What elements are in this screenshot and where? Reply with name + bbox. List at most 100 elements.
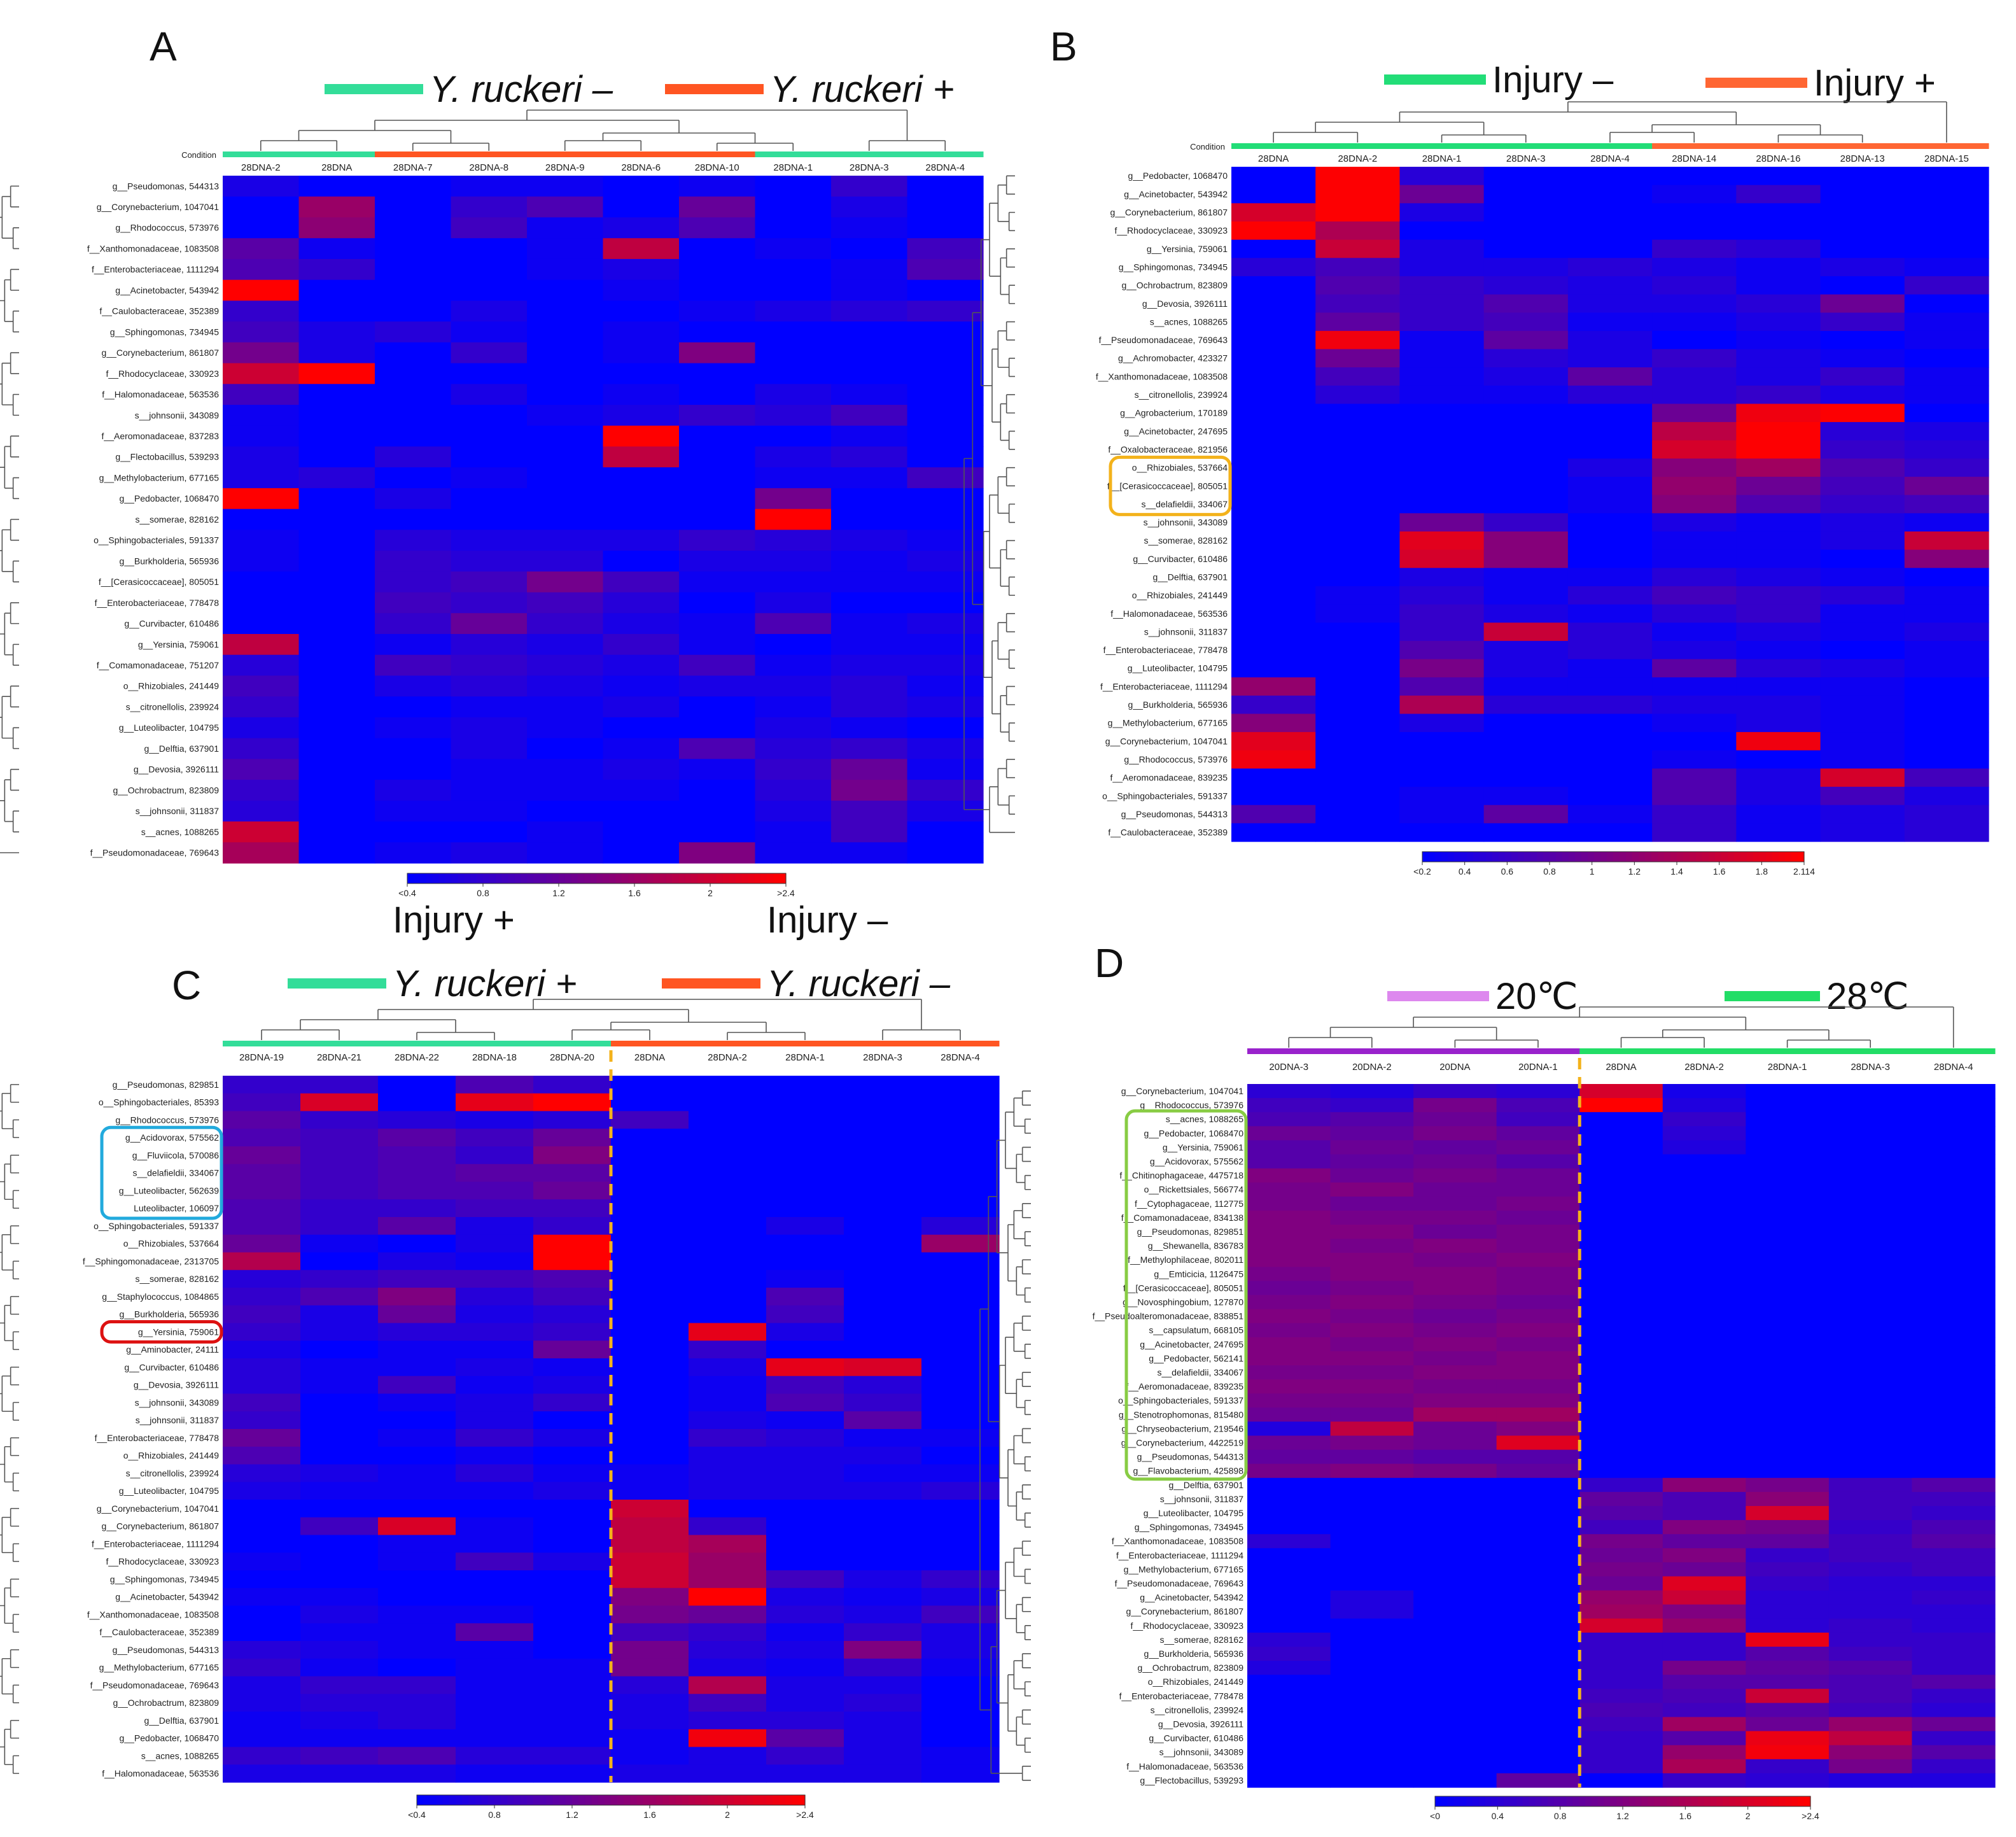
colorbar-segment [640, 873, 648, 883]
heatmap-cell [298, 217, 375, 239]
heatmap-cell [1736, 586, 1821, 605]
heatmap-cell [1746, 1225, 1830, 1239]
panel-letter: D [1095, 940, 1124, 986]
row-dendrogram [12, 1119, 19, 1138]
heatmap-cell [679, 842, 756, 864]
row-label: g__Methylobacterium, 677165 [1108, 718, 1228, 728]
heatmap-cell [1247, 1267, 1331, 1281]
heatmap-cell [223, 780, 300, 801]
row-dendrogram [1024, 1231, 1031, 1246]
heatmap-cell [451, 613, 528, 635]
heatmap-cell [1247, 1365, 1331, 1380]
heatmap-cell [1496, 1225, 1580, 1239]
row-label: g__Delftia, 637901 [144, 1715, 219, 1726]
heatmap-cell [1579, 1717, 1663, 1732]
heatmap-cell [1828, 1351, 1913, 1366]
colorbar-frame [407, 873, 787, 884]
condition-bar-segment [378, 1041, 456, 1046]
heatmap-cell [1579, 1267, 1663, 1281]
heatmap-cell [611, 1587, 689, 1607]
heatmap-cell [375, 613, 452, 635]
heatmap-cell [223, 592, 300, 614]
heatmap-cell [533, 1376, 612, 1395]
heatmap-cell [1828, 1477, 1913, 1493]
row-label: g__Corynebacterium, 1047041 [1105, 736, 1228, 746]
colorbar-segment [1626, 852, 1633, 862]
heatmap-cell [1579, 1323, 1663, 1338]
row-label: f__Xanthomonadaceae, 1083508 [87, 243, 219, 253]
heatmap-cell [1746, 1337, 1830, 1352]
heatmap-cell [223, 1676, 301, 1694]
row-dendrogram [1021, 1540, 1031, 1556]
heatmap-cell [755, 279, 832, 301]
colorbar-tick-label: 1.6 [1679, 1811, 1692, 1821]
heatmap-cell [689, 1199, 767, 1218]
heatmap-cell [921, 1641, 1000, 1659]
heatmap-cell [1330, 1773, 1414, 1788]
heatmap-cell [1912, 1590, 1996, 1605]
heatmap-cell [527, 279, 604, 301]
colorbar-segment [501, 1795, 508, 1805]
condition-bar-segment [1330, 1048, 1414, 1054]
heatmap-cell [1912, 1435, 1996, 1451]
group-legend-label: Y. ruckeri – [430, 69, 613, 110]
colorbar-segment [1504, 1796, 1511, 1806]
heatmap-cell [1413, 1210, 1497, 1225]
heatmap-cell [1746, 1421, 1830, 1437]
colorbar-segment [462, 1795, 469, 1805]
heatmap-cell [1579, 1590, 1663, 1605]
heatmap-cell [378, 1411, 456, 1430]
row-label: g__Sphingomonas, 734945 [1135, 1522, 1243, 1532]
heatmap-cell [456, 1535, 534, 1553]
heatmap-cell [223, 279, 300, 301]
heatmap-cell [1330, 1491, 1414, 1507]
heatmap-cell [679, 279, 756, 301]
colorbar-segment [432, 873, 440, 883]
heatmap-cell [907, 571, 984, 593]
heatmap-cell [689, 1587, 767, 1607]
heatmap-cell [689, 1658, 767, 1677]
heatmap-cell [766, 1517, 844, 1536]
heatmap-cell [1247, 1112, 1331, 1127]
heatmap-cell [603, 321, 680, 343]
heatmap-cell [298, 696, 375, 718]
heatmap-cell [1330, 1225, 1414, 1239]
heatmap-cell [679, 759, 756, 780]
heatmap-cell [831, 279, 908, 301]
colorbar-segment [584, 873, 591, 883]
highlight-box [1109, 455, 1232, 516]
colorbar-segment [1518, 852, 1525, 862]
heatmap-cell [527, 800, 604, 822]
row-dendrogram [1024, 1512, 1031, 1528]
heatmap-cell [921, 1252, 1000, 1270]
heatmap-cell [1399, 203, 1485, 222]
colorbar-segment [487, 1795, 495, 1805]
heatmap-cell [378, 1570, 456, 1589]
condition-bar-segment [921, 1041, 1000, 1046]
row-label: g__Acinetobacter, 543942 [115, 1592, 219, 1602]
heatmap-cell [1736, 185, 1821, 204]
heatmap-cell [1904, 294, 1989, 313]
colorbar-segment [456, 1795, 463, 1805]
heatmap-cell [1315, 750, 1401, 770]
heatmap-cell [1413, 1618, 1497, 1633]
heatmap-cell [456, 1252, 534, 1270]
row-dendrogram [12, 310, 19, 333]
heatmap-cell [1231, 659, 1316, 678]
row-label: g__Acinetobacter, 247695 [1140, 1339, 1243, 1349]
row-dendrogram [989, 786, 1015, 833]
heatmap-cell [378, 1587, 456, 1607]
heatmap-cell [1231, 531, 1316, 551]
column-dendrogram [716, 143, 794, 151]
row-dendrogram [989, 494, 1001, 569]
highlight-box [100, 1320, 223, 1344]
heatmap-cell [1828, 1196, 1913, 1211]
colorbar-segment [1448, 852, 1455, 862]
row-dendrogram [0, 1110, 5, 1183]
heatmap-cell [375, 800, 452, 822]
heatmap-cell [1652, 659, 1737, 678]
heatmap-cell [1820, 349, 1905, 368]
heatmap-cell [533, 1164, 612, 1183]
heatmap-cell [1736, 458, 1821, 477]
heatmap-cell [527, 738, 604, 759]
